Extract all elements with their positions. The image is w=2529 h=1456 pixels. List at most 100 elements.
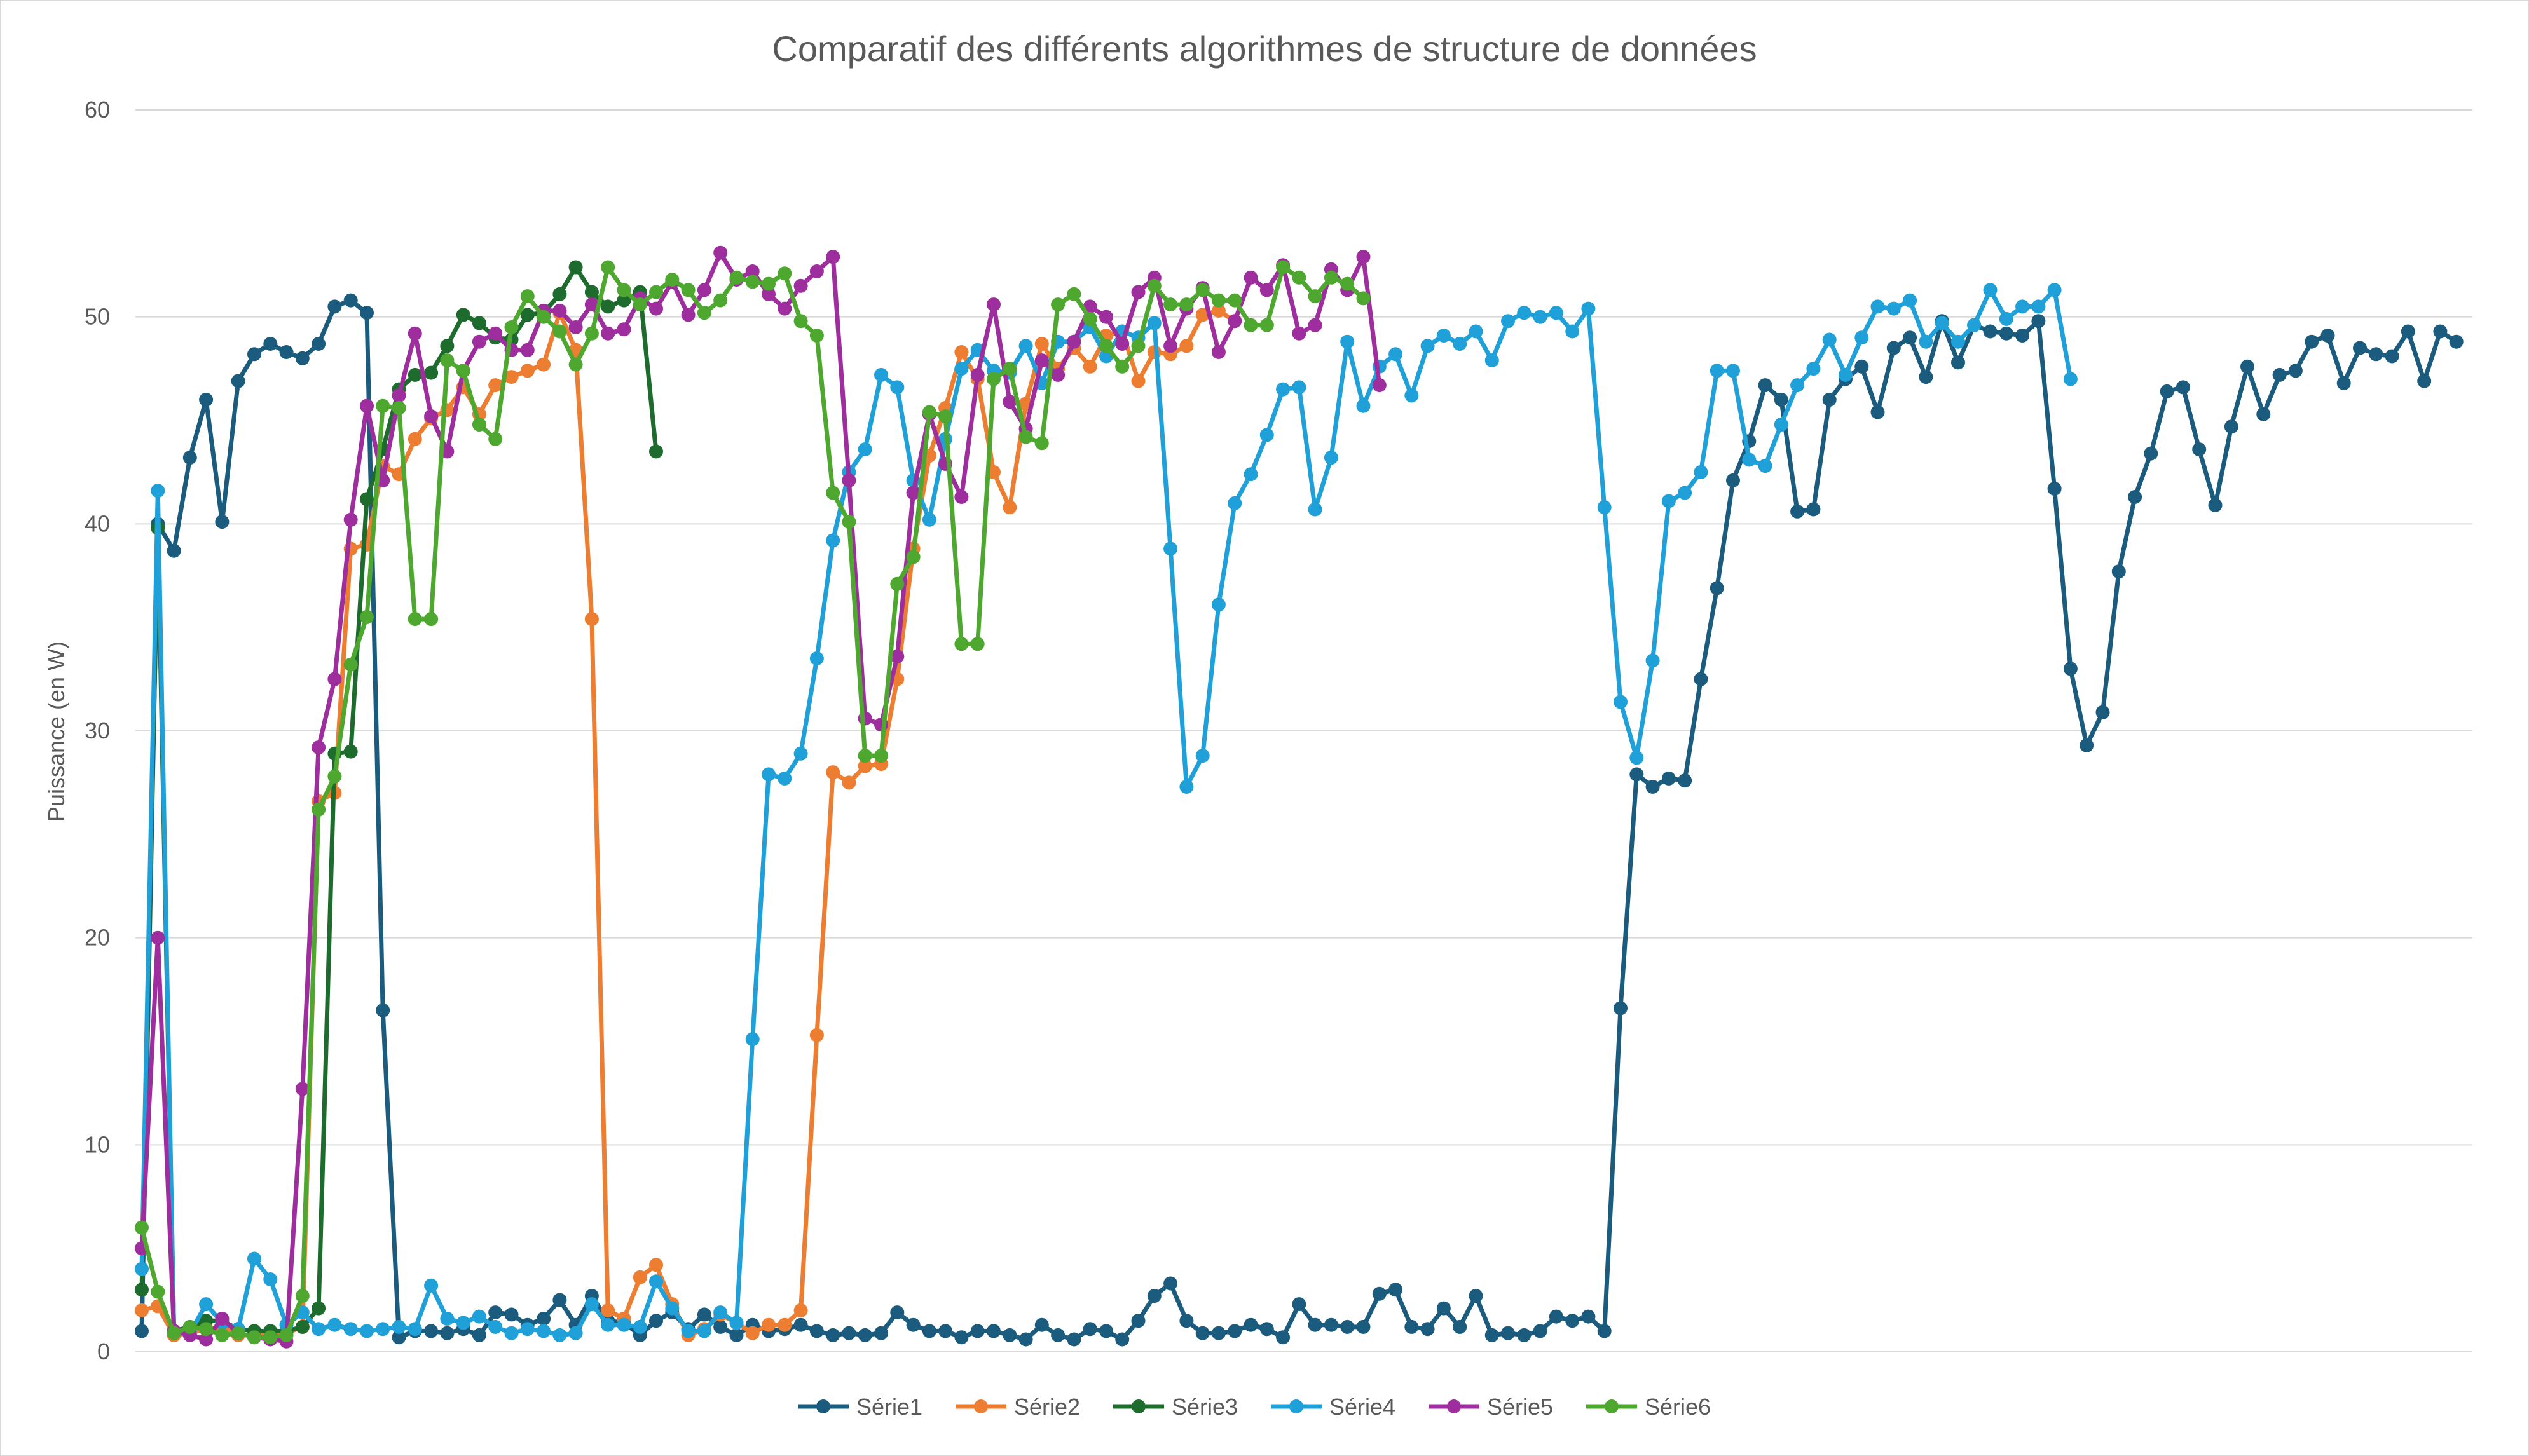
data-point [1211,1326,1226,1340]
data-point [392,401,406,415]
data-point [762,767,776,782]
data-point [1919,370,1933,384]
data-point [1276,382,1291,397]
data-point [1404,388,1419,403]
legend-label: Série1 [856,1394,922,1420]
data-point [2063,662,2078,676]
data-point [793,314,808,329]
data-point [1099,1324,1113,1338]
data-point [472,1309,486,1324]
legend-label: Série2 [1014,1394,1080,1420]
data-point [312,740,326,755]
data-point [568,1326,583,1340]
data-point [1308,502,1322,517]
data-point [1501,314,1515,329]
data-point [1388,1283,1403,1297]
data-point [1774,392,1788,407]
data-point [440,339,455,353]
data-point [537,1324,551,1338]
data-point [1420,1322,1435,1337]
data-point [1003,395,1017,409]
legend-label: Série4 [1329,1394,1395,1420]
data-point [970,1324,985,1338]
data-point [520,289,535,304]
data-point [360,398,374,413]
data-point [2224,419,2238,434]
data-point [1276,1330,1291,1345]
data-point [408,367,422,382]
data-point [1003,362,1017,376]
data-point [552,1293,567,1307]
data-point [360,609,374,624]
data-point [520,343,535,357]
data-point [1983,283,1998,297]
data-point [1340,276,1355,291]
data-point [1935,316,1949,330]
data-point [1131,285,1146,299]
data-point [537,310,551,324]
data-point [1276,260,1291,275]
data-point [504,1326,519,1340]
data-point [858,442,872,457]
data-point [2369,347,2383,362]
data-point [1469,1289,1483,1303]
data-point [713,245,728,260]
data-point [1099,339,1113,353]
data-point [1549,306,1563,320]
data-point [1533,1324,1547,1338]
legend-item: Série5 [1429,1394,1553,1420]
data-point [295,1319,310,1334]
data-point [1758,378,1772,393]
data-point [922,512,936,527]
data-point [2288,364,2303,378]
data-point [1919,334,1933,349]
data-point [1083,1322,1097,1337]
data-point [745,1032,760,1047]
data-point [312,1322,326,1337]
data-point [1420,339,1435,353]
data-point [263,1272,278,1286]
data-point [135,1262,149,1276]
data-point [890,380,905,395]
data-point [1710,364,1724,378]
data-point [1308,289,1322,304]
y-tick-label: 20 [85,925,110,951]
legend-marker [1132,1399,1146,1413]
data-point [874,367,888,382]
data-point [1163,339,1178,353]
data-point [1597,500,1612,515]
data-point [1453,1319,1467,1334]
chart-title: Comparatif des différents algorithmes de… [772,29,1757,69]
data-point [1356,1319,1371,1334]
data-point [1517,1328,1532,1342]
data-point [1244,318,1258,332]
data-point [488,378,503,393]
data-point [987,297,1001,312]
data-point [970,367,985,382]
data-point [1854,359,1869,374]
data-point [472,1328,486,1342]
data-point [1597,1324,1612,1338]
data-point [1003,1328,1017,1342]
data-point [890,1305,905,1320]
data-point [2111,564,2126,579]
data-point [408,1322,422,1337]
data-point [151,484,165,498]
data-point [1018,1332,1033,1347]
data-point [1292,1297,1306,1312]
data-point [472,418,486,432]
data-point [793,746,808,761]
data-point [954,362,969,376]
data-point [440,1311,455,1326]
data-point [1244,1317,1258,1332]
legend-marker [816,1399,830,1413]
data-point [2208,498,2223,512]
data-point [360,306,374,320]
data-point [1661,771,1676,786]
data-point [1051,1328,1066,1342]
data-point [681,283,696,297]
data-point [762,1317,776,1332]
data-point [1870,299,1885,314]
data-point [1259,318,1274,332]
data-point [649,1314,663,1328]
